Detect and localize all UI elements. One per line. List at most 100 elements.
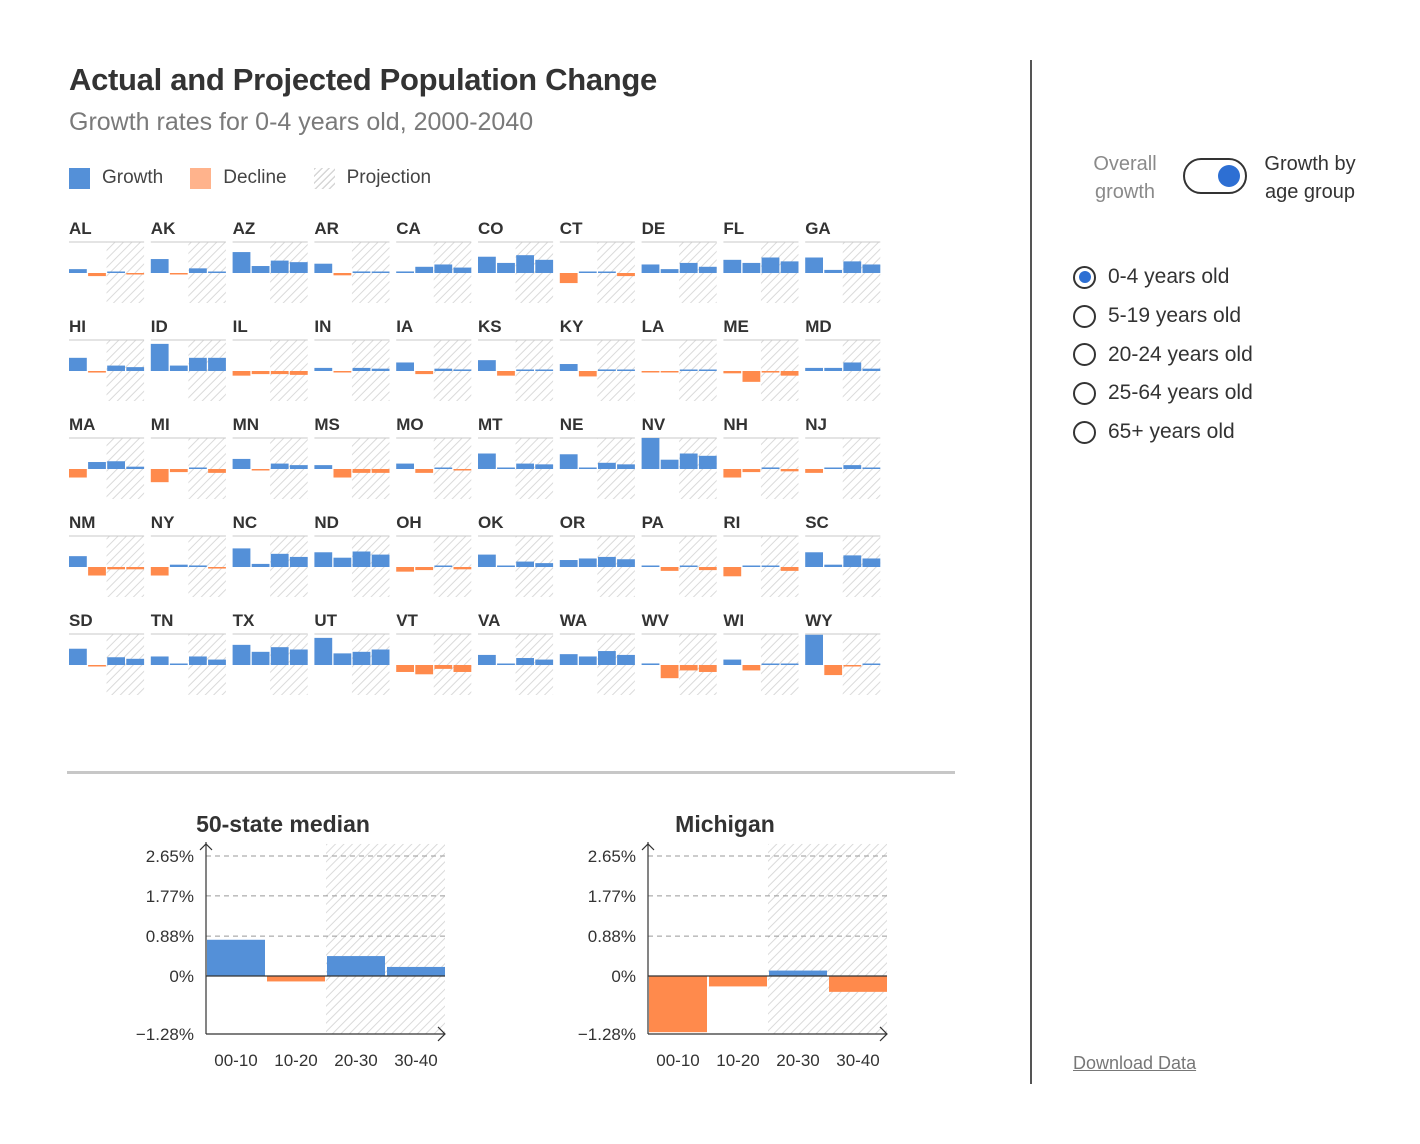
bar [679, 262, 698, 273]
chart-title: Actual and Projected Population Change [69, 62, 657, 97]
state-panel-id: ID [150, 317, 226, 401]
bar [189, 268, 207, 273]
bar [107, 461, 125, 469]
bar [169, 663, 188, 665]
bar [535, 259, 554, 273]
bar [232, 458, 251, 469]
bar [333, 469, 352, 478]
bar [641, 565, 660, 567]
bar [698, 369, 717, 371]
state-label: NY [151, 513, 175, 532]
state-label: NC [233, 513, 258, 532]
bar [805, 257, 823, 273]
radio-age-5-19[interactable]: 5-19 years old [1073, 297, 1253, 336]
state-label: IL [233, 317, 248, 336]
state-label: OR [560, 513, 586, 532]
y-axis-arrow [199, 843, 213, 851]
bar [679, 565, 698, 567]
state-panel-nc: NC [232, 513, 308, 597]
state-panel-mo: MO [396, 415, 472, 499]
bar [126, 273, 145, 275]
toggle-switch[interactable] [1183, 158, 1247, 194]
radio-age-25-64[interactable]: 25-64 years old [1073, 374, 1253, 413]
bar [497, 663, 515, 665]
y-tick-label: 2.65% [588, 847, 636, 866]
state-panel-ok: OK [478, 513, 554, 597]
bar [761, 663, 780, 665]
radio-age-65-plus[interactable]: 65+ years old [1073, 413, 1253, 452]
state-panel-or: OR [559, 513, 635, 597]
bar [516, 463, 534, 469]
bar [780, 469, 799, 472]
state-label: AK [151, 219, 176, 238]
bar [805, 469, 823, 473]
bar [189, 357, 207, 371]
x-tick-label: 30-40 [394, 1051, 437, 1070]
bar [314, 552, 333, 567]
bar [232, 548, 251, 567]
y-tick-label: 0.88% [588, 927, 636, 946]
bar [107, 657, 125, 665]
state-label: IN [314, 317, 331, 336]
state-label: MN [233, 415, 259, 434]
state-label: MI [151, 415, 170, 434]
age-group-radio-list: 0-4 years old 5-19 years old 20-24 years… [1073, 258, 1253, 451]
radio-age-20-24[interactable]: 20-24 years old [1073, 335, 1253, 374]
bar [698, 455, 717, 469]
state-panel-ak: AK [150, 219, 226, 303]
bar [709, 976, 767, 987]
state-label: NJ [805, 415, 827, 434]
state-panel-al: AL [69, 219, 145, 303]
bar [723, 371, 742, 374]
state-panel-nj: NJ [805, 415, 881, 499]
bar [434, 264, 453, 273]
bar [289, 649, 308, 665]
legend-growth: Growth [69, 167, 163, 189]
bar [169, 564, 188, 567]
bar [598, 556, 616, 567]
bar [660, 371, 679, 373]
bar [742, 371, 761, 382]
state-label: CT [560, 219, 583, 238]
radio-label: 5-19 years old [1108, 304, 1242, 328]
state-panel-nh: NH [723, 415, 799, 499]
bar [69, 648, 87, 665]
bar [434, 368, 453, 371]
chart-subtitle: Growth rates for 0-4 years old, 2000-204… [69, 108, 534, 136]
toggle-label-overall[interactable]: Overall growth [1093, 153, 1157, 203]
bar [189, 565, 207, 567]
bar [270, 553, 289, 567]
bar [314, 465, 333, 469]
state-panel-co: CO [478, 219, 554, 303]
bar [516, 369, 534, 371]
radio-age-0-4[interactable]: 0-4 years old [1073, 258, 1253, 297]
bar [559, 454, 578, 469]
state-panel-wa: WA [559, 611, 635, 695]
bar [660, 567, 679, 571]
bar [453, 567, 472, 570]
projection-area [768, 843, 887, 1034]
state-label: NE [560, 415, 584, 434]
download-data-link[interactable]: Download Data [1073, 1053, 1197, 1073]
legend-decline-label: Decline [223, 167, 287, 188]
bar [352, 551, 371, 567]
bar [516, 658, 534, 665]
bar [126, 567, 145, 570]
bar [371, 649, 390, 665]
state-panel-ar: AR [314, 219, 390, 303]
state-label: WV [642, 611, 670, 630]
state-panel-mi: MI [150, 415, 226, 499]
bar [478, 256, 496, 273]
bar [824, 269, 843, 273]
bar [150, 469, 169, 483]
bar [289, 371, 308, 375]
bar [478, 654, 496, 665]
bar [535, 563, 554, 567]
bar [862, 467, 881, 469]
bar [88, 371, 106, 373]
bar [289, 262, 308, 273]
view-toggle: Overall growth Growth by age group [1080, 150, 1380, 210]
bar [387, 966, 445, 976]
toggle-label-age-group[interactable]: Growth by age group [1264, 153, 1356, 203]
bar [314, 367, 333, 371]
